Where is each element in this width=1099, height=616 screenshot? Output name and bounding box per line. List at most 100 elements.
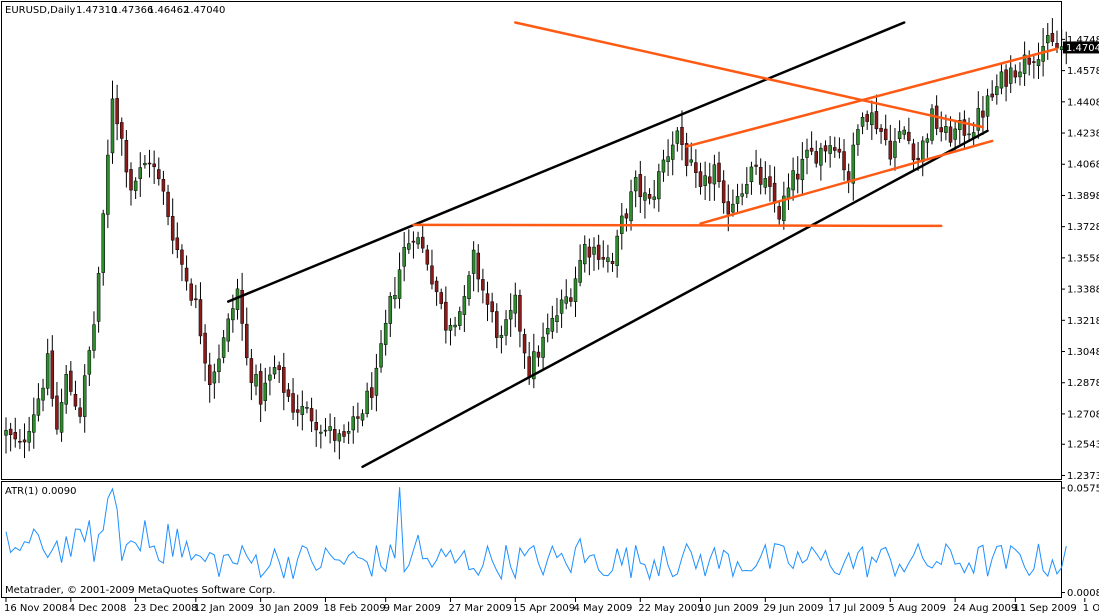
atr-line-group xyxy=(5,487,1067,581)
candle-body xyxy=(647,194,652,199)
candle-body xyxy=(925,138,930,143)
time-tick-label: 15 Apr 2009 xyxy=(513,603,575,614)
candle-body xyxy=(985,95,990,117)
candle-body xyxy=(295,409,300,413)
ohlc-high: 1.47366 xyxy=(112,5,153,16)
candle-body xyxy=(550,318,555,332)
price-tick-label: 1.42380 xyxy=(1067,129,1099,140)
candle-body xyxy=(731,203,735,213)
candle-body xyxy=(78,407,82,417)
candle-body xyxy=(254,374,258,387)
candle-body xyxy=(870,112,874,126)
candle-body xyxy=(356,416,360,419)
candle-body xyxy=(286,389,291,397)
candle-body xyxy=(879,127,883,132)
price-tick-label: 1.33880 xyxy=(1067,285,1099,296)
candle-body xyxy=(999,71,1004,89)
candle-body xyxy=(846,171,851,182)
candle-body xyxy=(249,358,254,383)
candle-body xyxy=(596,244,601,260)
time-tick-label: 11 Sep 2009 xyxy=(1013,603,1076,614)
candle-body xyxy=(152,163,156,168)
candle-body xyxy=(907,131,911,141)
price-tick-label: 1.28780 xyxy=(1067,378,1099,389)
candle-body xyxy=(689,159,693,163)
candle-body xyxy=(8,428,13,435)
candle-body xyxy=(444,301,448,331)
candle-body xyxy=(536,351,541,358)
candle-body xyxy=(763,178,768,188)
candle-body xyxy=(124,140,129,173)
candle-body xyxy=(82,375,87,417)
candle-body xyxy=(300,406,305,415)
candle-body xyxy=(721,180,726,204)
time-tick-label: 18 Feb 2009 xyxy=(323,603,385,614)
candle-body xyxy=(953,128,957,140)
lower-flag-line xyxy=(699,139,994,225)
candle-body xyxy=(170,216,175,241)
candle-body xyxy=(370,387,374,398)
candle-body xyxy=(661,159,666,173)
candle-body xyxy=(147,162,152,165)
candle-body xyxy=(990,93,994,98)
candle-body xyxy=(305,407,309,409)
price-tick-label: 1.25430 xyxy=(1067,440,1099,451)
candle-body xyxy=(874,111,879,130)
candle-body xyxy=(189,283,193,301)
candle-body xyxy=(328,426,332,431)
candle-body xyxy=(703,175,707,186)
candle-body xyxy=(55,395,59,430)
candle-body xyxy=(499,334,504,338)
candle-body xyxy=(263,382,268,401)
current-price-tag: 1.47040 xyxy=(1063,41,1099,54)
candle-body xyxy=(532,351,536,380)
candle-body xyxy=(800,158,805,181)
candle-body xyxy=(309,408,314,422)
candle-body xyxy=(212,371,217,384)
candle-body xyxy=(592,246,596,255)
candle-body xyxy=(92,324,96,351)
candle-body xyxy=(64,374,68,405)
upper-channel-line xyxy=(226,21,906,303)
trendlines-group xyxy=(226,21,1059,469)
candle-body xyxy=(833,147,837,151)
candle-body xyxy=(416,237,420,245)
candle-body xyxy=(842,151,846,171)
candle-body xyxy=(388,296,393,324)
candle-body xyxy=(717,162,721,182)
candle-body xyxy=(32,414,36,433)
candle-body xyxy=(194,298,198,301)
candle-body xyxy=(18,441,22,443)
candle-body xyxy=(680,126,684,145)
candle-body xyxy=(490,301,494,313)
candle-body xyxy=(698,171,703,187)
candle-body xyxy=(129,169,133,191)
candle-body xyxy=(601,257,606,260)
candle-body xyxy=(337,433,342,442)
candle-body xyxy=(120,122,124,139)
candle-body xyxy=(476,252,481,280)
candle-body xyxy=(786,187,791,198)
candle-body xyxy=(587,246,592,258)
candle-body xyxy=(1018,71,1022,78)
candle-body xyxy=(930,108,934,141)
candle-body xyxy=(314,422,318,431)
candle-body xyxy=(967,133,971,136)
price-tick-label: 1.45780 xyxy=(1067,66,1099,77)
time-tick-label: 24 Aug 2009 xyxy=(953,603,1017,614)
candle-body xyxy=(282,367,286,393)
time-tick-label: 23 Dec 2008 xyxy=(134,603,198,614)
candle-body xyxy=(805,149,809,158)
candle-body xyxy=(374,367,379,396)
candle-body xyxy=(453,324,457,328)
candle-body xyxy=(407,243,411,250)
candle-body xyxy=(643,192,647,201)
candle-body xyxy=(1013,70,1018,78)
candle-body xyxy=(332,429,337,441)
candle-body xyxy=(277,365,281,370)
candle-body xyxy=(1032,61,1036,63)
candle-body xyxy=(610,260,615,264)
candle-body xyxy=(708,176,712,184)
candle-body xyxy=(962,119,967,136)
